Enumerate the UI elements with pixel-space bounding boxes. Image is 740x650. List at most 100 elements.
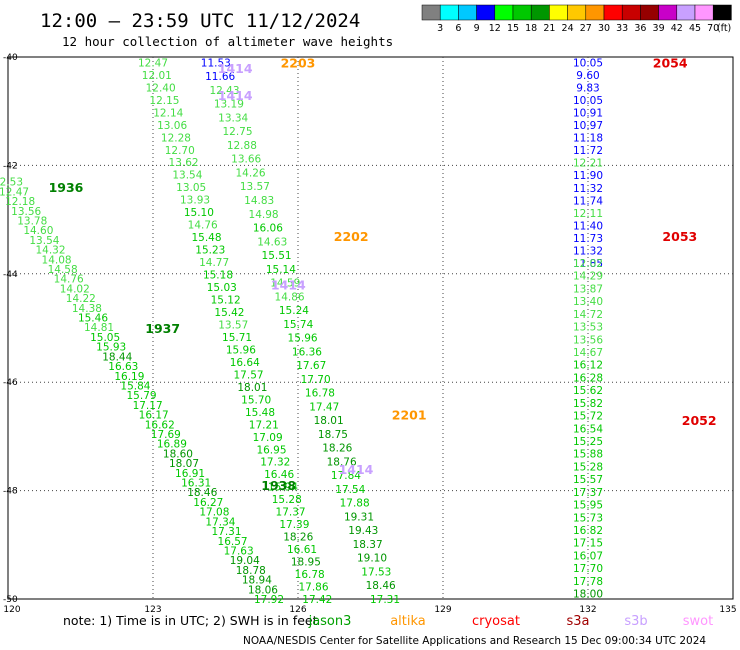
wave-height-value: 15.28	[573, 461, 603, 473]
color-scale-label: 27	[580, 23, 592, 34]
wave-height-value: 17.78	[573, 576, 603, 588]
wave-height-value: 17.88	[340, 498, 370, 510]
wave-height-value: 17.86	[298, 582, 328, 594]
wave-height-value: 15.25	[573, 436, 603, 448]
wave-height-value: 15.05	[90, 332, 120, 344]
wave-height-value: 15.46	[78, 313, 108, 325]
pass-labels: 1936 1937 1938 2203 2202 2201 2054 2053 2052 1414…	[49, 55, 717, 493]
pass-label: 2054	[653, 55, 688, 70]
wave-height-value: 17.09	[253, 432, 283, 444]
lat-tick-label: -40	[3, 53, 18, 63]
wave-height-value: 14.08	[42, 254, 72, 266]
wave-height-value: 17.92	[254, 594, 284, 606]
color-scale-label: 30	[598, 23, 610, 34]
color-swatch	[567, 4, 587, 21]
wave-height-value: 16.46	[264, 469, 294, 481]
wave-height-value: 16.19	[114, 371, 144, 383]
wave-height-value: 16.95	[256, 444, 286, 456]
wave-height-value: 16.57	[218, 536, 248, 548]
wave-height-value: 15.28	[272, 494, 302, 506]
pass-label: 1414	[271, 278, 306, 293]
wave-height-value: 15.73	[573, 512, 603, 524]
pass-label: 2052	[682, 413, 717, 428]
wave-height-value: 12.02	[573, 258, 603, 270]
color-scale-label: 15	[507, 23, 519, 34]
wave-height-value: 16.28	[573, 372, 603, 384]
wave-height-value: 13.40	[573, 296, 603, 308]
wave-height-value: 14.60	[23, 225, 53, 237]
wave-height-value: 15.71	[222, 332, 252, 344]
color-swatch	[439, 4, 459, 21]
wave-height-value: 11.74	[573, 195, 603, 207]
wave-height-value: 18.07	[169, 458, 199, 470]
wave-height-value: 17.53	[361, 566, 391, 578]
wave-height-value: 17.34	[205, 516, 235, 528]
wave-height-value: 16.12	[573, 360, 603, 372]
page-subtitle: 12 hour collection of altimeter wave hei…	[62, 34, 393, 49]
color-scale-label: 36	[634, 23, 646, 34]
color-swatch	[549, 4, 568, 21]
wave-height-value: 14.22	[66, 293, 96, 305]
color-swatch	[712, 4, 732, 21]
wave-height-value: 12.18	[5, 196, 35, 208]
wave-height-value: 13.34	[218, 112, 248, 124]
wave-height-value: 15.14	[266, 264, 296, 276]
wave-height-value: 15.42	[214, 307, 244, 319]
wave-height-value: 14.76	[188, 220, 218, 232]
wave-height-value: 16.31	[181, 478, 211, 490]
wave-height-value: 13.87	[573, 283, 603, 295]
color-scale-label: 24	[562, 23, 574, 34]
wave-height-value: 16.64	[230, 357, 260, 369]
lat-tick-label: -48	[3, 487, 18, 497]
lon-tick-label: 123	[144, 605, 161, 615]
wave-height-value: 12.28	[161, 132, 191, 144]
color-scale-label: 3	[437, 23, 443, 34]
axis-ticks: 120 123 126 129 132 135 -40 -42 -44 -46 -48 -50	[3, 53, 737, 615]
wave-height-value: 16.63	[108, 361, 138, 373]
wave-height-value: 14.77	[199, 257, 229, 269]
wave-height-value: 18.94	[242, 575, 272, 587]
color-scale-label: 42	[671, 23, 683, 34]
lat-tick-label: -50	[3, 595, 18, 605]
wave-height-value: 14.76	[54, 274, 84, 286]
wave-height-value: 19.31	[344, 511, 374, 523]
wave-height-value: 12.53	[0, 177, 23, 189]
wave-height-value: 14.32	[35, 245, 65, 257]
wave-height-value: 17.67	[296, 360, 326, 372]
wave-height-value: 14.67	[573, 347, 603, 359]
wave-height-value: 16.61	[287, 544, 317, 556]
pass-label: 1414	[218, 61, 253, 76]
wave-height-value: 12.21	[573, 158, 603, 170]
wave-height-value: 12.88	[227, 140, 257, 152]
wave-height-value: 14.29	[573, 271, 603, 283]
wave-height-value: 15.79	[127, 390, 157, 402]
wave-height-value: 12.75	[222, 126, 252, 138]
color-swatch	[694, 4, 714, 21]
wave-height-value: 18.76	[327, 456, 357, 468]
wave-height-value: 14.98	[249, 209, 279, 221]
pass-label: 2202	[334, 229, 369, 244]
wave-height-value: 15.03	[207, 282, 237, 294]
wave-height-value: 15.62	[573, 385, 603, 397]
wave-height-value: 14.26	[236, 167, 266, 179]
color-swatch	[621, 4, 641, 21]
wave-height-value: 18.75	[318, 429, 348, 441]
wave-height-value: 13.66	[231, 154, 261, 166]
wave-height-value: 17.31	[211, 526, 241, 538]
pass-label: 1936	[49, 180, 84, 195]
pass-label: 2203	[281, 55, 316, 70]
pass-label: 1937	[145, 321, 180, 336]
wave-height-value: 17.37	[276, 507, 306, 519]
satellite-tracks: 12.5312.4712.1813.5613.7814.6013.5414.32…	[0, 57, 603, 606]
wave-height-value: 12.43	[209, 85, 239, 97]
wave-height-value: 15.82	[573, 398, 603, 410]
lon-tick-label: 135	[719, 605, 736, 615]
wave-height-value: 10.05	[573, 95, 603, 107]
wave-height-value: 13.56	[573, 334, 603, 346]
wave-height-value: 16.91	[175, 468, 205, 480]
wave-height-value: 16.27	[193, 497, 223, 509]
wave-height-value: 16.06	[253, 223, 283, 235]
wave-height-value: 15.88	[573, 449, 603, 461]
wave-height-value: 13.62	[169, 157, 199, 169]
